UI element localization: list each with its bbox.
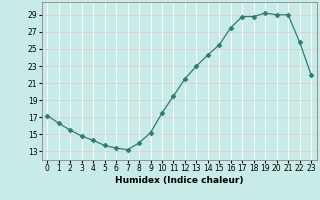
X-axis label: Humidex (Indice chaleur): Humidex (Indice chaleur) <box>115 176 244 185</box>
